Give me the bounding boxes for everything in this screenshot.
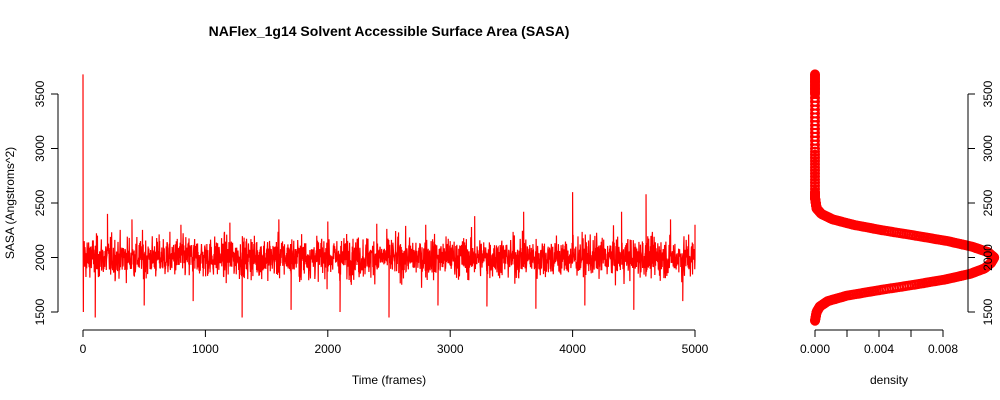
density-point [810,180,820,191]
y-tick-label: 1500 [33,298,47,325]
y-tick-label: 2000 [33,244,47,271]
sasa-series-line [82,74,696,318]
x-tick-label: 1000 [192,342,219,356]
density-x-axis-ticks: 0.000 0.004 0.008 [800,330,958,356]
density-x-axis-label: density [870,373,908,387]
density-point [810,174,820,185]
density-series-points [810,69,1000,326]
density-point [810,187,820,198]
density-point [810,162,820,173]
density-point [810,183,820,194]
x-tick-label: 2000 [314,342,341,356]
x-axis-label: Time (frames) [352,373,426,387]
x-axis-ticks: 0 1000 2000 3000 4000 5000 [80,330,709,356]
density-plot: 0.000 0.004 0.008 1500 2000 2500 3000 3500 den… [800,69,1000,387]
y-tick-label: 3000 [33,135,47,162]
density-x-tick-label: 0.000 [800,342,830,356]
x-tick-label: 4000 [559,342,586,356]
x-tick-label: 3000 [437,342,464,356]
y-axis-label: SASA (Angstroms^2) [3,147,17,259]
y-tick-label: 3500 [33,80,47,107]
density-x-tick-label: 0.008 [928,342,958,356]
density-point [810,168,820,179]
density-point [810,155,820,166]
y-axis-ticks: 1500 2000 2500 3000 3500 [33,80,58,325]
x-tick-label: 5000 [682,342,709,356]
density-point [810,159,820,170]
density-y-tick-label: 3500 [981,80,995,107]
density-y-tick-label: 3000 [981,135,995,162]
density-point [810,177,820,188]
density-point [810,171,820,182]
density-point [810,152,820,163]
chart-title: NAFlex_1g14 Solvent Accessible Surface A… [209,23,570,39]
y-tick-label: 2500 [33,189,47,216]
density-x-tick-label: 0.004 [864,342,894,356]
time-series-plot: 0 1000 2000 3000 4000 5000 1500 2000 2500 3000 35… [3,74,709,387]
density-point [810,69,820,80]
density-point [810,165,820,176]
sasa-trace [82,74,696,318]
density-y-tick-label: 2500 [981,189,995,216]
density-y-tick-label: 2000 [981,244,995,271]
x-tick-label: 0 [80,342,87,356]
density-y-axis-ticks: 1500 2000 2500 3000 3500 [968,80,995,325]
density-y-tick-label: 1500 [981,298,995,325]
density-point [810,149,820,160]
